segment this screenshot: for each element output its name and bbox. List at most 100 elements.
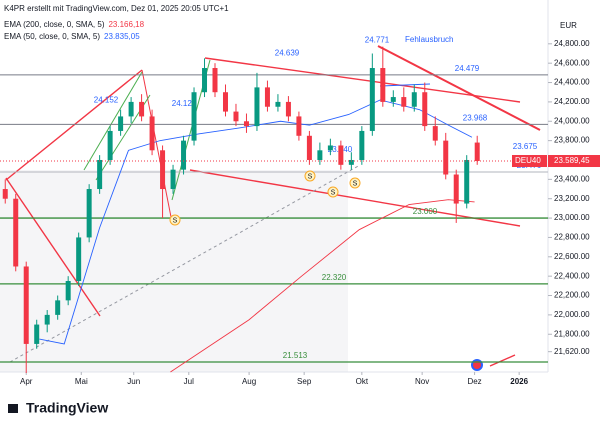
candle-body	[285, 101, 291, 117]
y-tick-label: 23,000.00	[554, 213, 590, 222]
level-label: 23.000	[413, 207, 438, 216]
candle-body	[118, 116, 124, 131]
candle-body	[453, 174, 459, 204]
candle-body	[254, 87, 260, 127]
x-tick-label: Okt	[356, 377, 369, 386]
y-tick-label: 23,400.00	[554, 174, 590, 183]
candle-body	[306, 135, 312, 160]
annotation: Fehlausbruch	[405, 35, 453, 44]
currency: EUR	[560, 21, 577, 30]
symbol-tag: DEU40	[515, 156, 541, 165]
level-label: 24.639	[275, 49, 300, 58]
y-tick-label: 24,600.00	[554, 58, 590, 67]
x-tick-label: Aug	[242, 377, 256, 386]
candle-body	[317, 150, 323, 160]
y-tick-label: 22,600.00	[554, 252, 590, 261]
candle-body	[243, 121, 249, 127]
header: K4PR erstellt mit TradingView.com, Dez 0…	[4, 4, 229, 13]
level-label: 23.968	[463, 113, 488, 122]
pattern-label: S	[353, 180, 358, 187]
legend-name: EMA (200, close, 0, SMA, 5)	[4, 20, 105, 29]
pattern-label: S	[173, 217, 178, 224]
x-tick-label: Apr	[20, 377, 33, 386]
candle-body	[149, 116, 155, 151]
pattern-label: S	[331, 189, 336, 196]
candle-body	[65, 281, 71, 301]
level-label: 21.513	[283, 351, 308, 360]
x-tick-label: 2026	[510, 377, 528, 386]
level-label: 24.479	[455, 64, 480, 73]
x-tick-label: Nov	[415, 377, 429, 386]
level-label: 22.320	[322, 273, 347, 282]
candle-body	[264, 87, 270, 107]
candle-body	[380, 68, 386, 102]
y-tick-label: 24,400.00	[554, 78, 590, 87]
y-tick-label: 23,200.00	[554, 194, 590, 203]
y-tick-label: 24,800.00	[554, 39, 590, 48]
x-tick-label: Dez	[467, 377, 481, 386]
pattern-label: S	[308, 173, 313, 180]
candle-body	[13, 198, 19, 267]
candle-body	[348, 159, 354, 165]
candle-body	[443, 140, 449, 175]
candle-body	[34, 324, 40, 344]
candle-body	[107, 130, 113, 160]
brand: TradingView	[26, 400, 108, 416]
candle-body	[212, 68, 218, 93]
candle-body	[181, 140, 187, 170]
legend-value: 23.166,18	[108, 20, 144, 29]
candle-body	[44, 314, 50, 325]
candle-body	[170, 169, 176, 190]
price-tag-bg	[548, 155, 600, 168]
candle-body	[401, 97, 407, 107]
y-tick-label: 24,200.00	[554, 97, 590, 106]
logo: TradingView	[8, 400, 108, 416]
candle-body	[97, 159, 103, 190]
candle-body	[390, 97, 396, 102]
price-tag: 23.589,45	[554, 156, 590, 165]
y-tick-label: 21,800.00	[554, 329, 590, 338]
y-tick-label: 21,620.00	[554, 347, 590, 356]
candle-body	[359, 130, 365, 160]
candle-body	[128, 101, 134, 117]
candle-body	[411, 92, 417, 107]
candle-body	[23, 266, 29, 344]
candle-body	[422, 92, 428, 127]
pattern-marker	[304, 170, 316, 182]
candle-body	[86, 189, 92, 238]
pattern-marker	[349, 177, 361, 189]
x-tick-label: Sep	[297, 377, 312, 386]
candle-body	[369, 68, 375, 131]
x-tick-label: Mai	[75, 377, 88, 386]
indicator-line	[39, 99, 473, 345]
candle-body	[464, 159, 470, 204]
level-label: 24.771	[365, 36, 390, 45]
y-tick-label: 22,400.00	[554, 271, 590, 280]
candle-body	[160, 150, 166, 190]
level-label: 23.675	[513, 142, 538, 151]
legend-name: EMA (50, close, 0, SMA, 5)	[4, 32, 100, 41]
candle-body	[432, 126, 438, 141]
level-label: 24.120	[172, 99, 197, 108]
indicator-line	[170, 199, 475, 373]
candle-body	[222, 92, 228, 112]
candle-body	[139, 101, 145, 117]
x-tick-label: Jun	[127, 377, 140, 386]
candle-body	[474, 142, 480, 162]
candle-body	[191, 92, 197, 141]
candle-body	[55, 300, 61, 315]
candle-body	[76, 237, 82, 281]
candle-body	[202, 68, 208, 93]
pattern-marker	[327, 186, 339, 198]
y-tick-label: 24,000.00	[554, 116, 590, 125]
candle-body	[233, 111, 239, 122]
x-tick-label: Jul	[184, 377, 194, 386]
y-tick-label: 22,000.00	[554, 310, 590, 319]
y-tick-label: 23,800.00	[554, 136, 590, 145]
legend-value: 23.835,05	[104, 32, 140, 41]
candle-body	[296, 116, 302, 136]
candle-body	[338, 145, 344, 165]
y-tick-label: 22,200.00	[554, 291, 590, 300]
pattern-marker	[169, 214, 181, 226]
